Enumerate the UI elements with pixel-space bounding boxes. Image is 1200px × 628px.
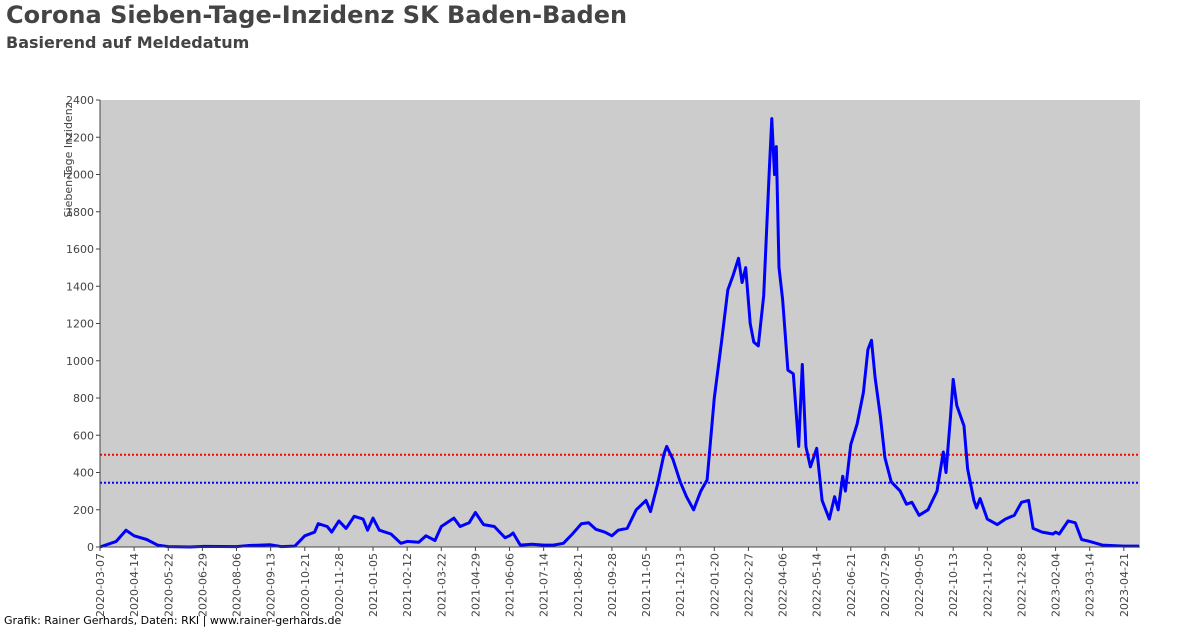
- y-tick-label: 1600: [66, 243, 94, 256]
- x-tick-label: 2023-04-21: [1118, 553, 1131, 617]
- y-tick-label: 1000: [66, 355, 94, 368]
- y-tick-label: 2400: [66, 94, 94, 107]
- plot-area: [100, 100, 1140, 547]
- footer: Grafik: Rainer Gerhards, Daten: RKI | ww…: [4, 614, 342, 627]
- x-tick-label: 2022-09-05: [913, 553, 926, 617]
- x-tick-label: 2021-07-14: [538, 553, 551, 617]
- y-tick-label: 600: [73, 429, 94, 442]
- x-tick-label: 2020-04-14: [128, 553, 141, 617]
- x-tick-label: 2020-08-06: [231, 553, 244, 617]
- x-tick-label: 2022-01-20: [708, 553, 721, 617]
- x-tick-label: 2021-12-13: [674, 553, 687, 617]
- y-tick-label: 200: [73, 504, 94, 517]
- x-tick-label: 2020-10-21: [299, 553, 312, 617]
- x-tick-label: 2021-02-12: [401, 553, 414, 617]
- chart-subtitle: Basierend auf Meldedatum: [6, 33, 249, 52]
- x-tick-label: 2021-01-05: [367, 553, 380, 617]
- x-tick-label: 2022-11-20: [981, 553, 994, 617]
- data-line: [99, 117, 1140, 549]
- x-tick-label: 2022-02-27: [742, 553, 755, 617]
- x-tick-label: 2022-10-13: [947, 553, 960, 617]
- y-tick-label: 0: [87, 541, 94, 554]
- x-tick-label: 2022-06-21: [845, 553, 858, 617]
- x-tick-label: 2021-03-22: [435, 553, 448, 617]
- x-tick-label: 2022-12-28: [1015, 553, 1028, 617]
- y-tick-label: 2200: [66, 131, 94, 144]
- x-tick-label: 2023-03-14: [1084, 553, 1097, 617]
- y-tick-label: 800: [73, 392, 94, 405]
- x-tick-label: 2021-11-05: [640, 553, 653, 617]
- x-tick-label: 2020-05-22: [162, 553, 175, 617]
- x-tick-label: 2021-04-29: [469, 553, 482, 617]
- x-tick-label: 2021-08-21: [572, 553, 585, 617]
- x-tick-label: 2020-09-13: [265, 553, 278, 617]
- x-tick-label: 2020-06-29: [196, 553, 209, 617]
- x-tick-label: 2022-05-14: [811, 553, 824, 617]
- y-axis-label: Sieben-Tage Inzidenz: [62, 102, 75, 217]
- y-tick-label: 1800: [66, 206, 94, 219]
- x-tick-label: 2023-02-04: [1050, 553, 1063, 617]
- x-tick-label: 2020-03-07: [94, 553, 107, 617]
- y-tick-label: 2000: [66, 169, 94, 182]
- x-tick-label: 2021-06-06: [504, 553, 517, 617]
- y-tick-label: 1400: [66, 280, 94, 293]
- y-tick-label: 400: [73, 467, 94, 480]
- x-tick-label: 2021-09-28: [606, 553, 619, 617]
- x-tick-label: 2022-04-06: [777, 553, 790, 617]
- y-tick-label: 1200: [66, 318, 94, 331]
- chart-title: Corona Sieben-Tage-Inzidenz SK Baden-Bad…: [6, 1, 627, 29]
- x-tick-label: 2022-07-29: [879, 553, 892, 617]
- x-tick-label: 2020-11-28: [333, 553, 346, 617]
